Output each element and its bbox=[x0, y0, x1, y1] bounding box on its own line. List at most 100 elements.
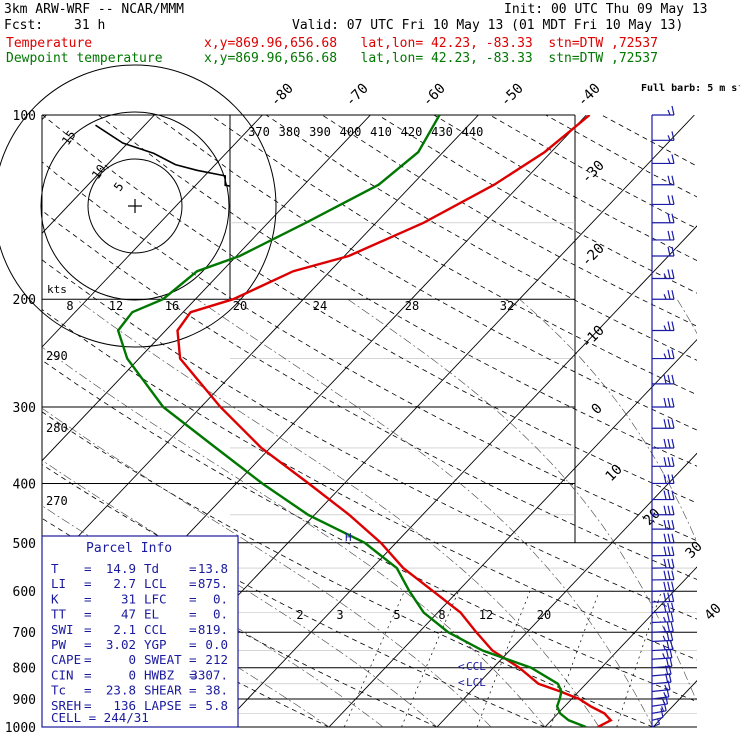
wind-barb bbox=[652, 321, 675, 332]
wind-barb-feather bbox=[656, 718, 661, 725]
wind-barb-feather bbox=[667, 438, 671, 449]
hodograph-ring-label: 10 bbox=[89, 162, 109, 182]
isotherm-line bbox=[220, 225, 697, 727]
mixing-ratio-label: 2 bbox=[296, 608, 303, 622]
mixing-ratio-line bbox=[343, 591, 405, 727]
wind-barb bbox=[651, 558, 675, 569]
parcel-value: 0.0 bbox=[205, 637, 228, 652]
moist-adiabat bbox=[676, 299, 697, 335]
parcel-value: 3307. bbox=[190, 667, 228, 682]
sounding-markers: H < CCL< LCL bbox=[345, 531, 486, 689]
temperature-tick-label: 10 bbox=[603, 462, 626, 485]
wind-barb bbox=[652, 474, 675, 485]
mixing-ratio-line bbox=[401, 591, 459, 727]
wind-barb bbox=[652, 397, 675, 408]
wind-barb-feather bbox=[663, 325, 667, 331]
temperature-tick-label: -20 bbox=[579, 241, 608, 270]
wind-barb bbox=[652, 230, 675, 241]
wind-barb bbox=[651, 581, 675, 592]
wind-barb bbox=[651, 622, 674, 633]
parcel-value: 2.7 bbox=[113, 576, 136, 591]
hodograph-trace-group bbox=[95, 124, 230, 187]
moist-adiabat bbox=[76, 298, 600, 727]
parcel-info-frame bbox=[41, 535, 239, 728]
parcel-label: SWEAT bbox=[144, 652, 182, 667]
wind-barb-shaft bbox=[651, 703, 668, 707]
parcel-label: LI bbox=[51, 576, 66, 591]
theta-e-label: 420 bbox=[401, 125, 423, 139]
wind-barb-feather bbox=[667, 602, 671, 613]
parcel-value: 5.8 bbox=[205, 698, 228, 713]
parcel-value: 13.8 bbox=[198, 561, 228, 576]
wind-barb bbox=[651, 602, 675, 614]
wind-barb-feather bbox=[671, 570, 675, 580]
wind-barb-feather bbox=[663, 592, 667, 602]
wind-barb bbox=[651, 657, 673, 669]
pressure-tick-label: 600 bbox=[13, 585, 36, 600]
wind-barb-feather bbox=[666, 622, 671, 632]
init-time: Init: 00 UTC Thu 09 May 13 bbox=[504, 2, 708, 17]
wind-barb-feather bbox=[667, 246, 671, 257]
wind-barb bbox=[652, 175, 675, 186]
parcel-label: PW bbox=[51, 637, 67, 652]
parcel-label: SWI bbox=[51, 622, 74, 637]
pressure-tick-label: 100 bbox=[13, 109, 36, 124]
wind-barb-feather bbox=[667, 290, 671, 300]
wind-barb-feather bbox=[663, 419, 667, 429]
wind-barb-feather bbox=[663, 294, 667, 300]
mixing-ratio-line bbox=[616, 591, 662, 727]
wind-barb-feather bbox=[667, 419, 671, 429]
wind-barb-feather bbox=[663, 692, 667, 698]
wind-barb bbox=[652, 490, 675, 501]
wind-barb-feather bbox=[671, 558, 675, 568]
wind-barb-feather bbox=[671, 105, 675, 116]
parcel-equals: = bbox=[189, 576, 197, 591]
wind-barb-shaft bbox=[651, 590, 674, 592]
parcel-equals: = bbox=[84, 637, 92, 652]
hodograph-ring bbox=[0, 64, 277, 348]
wind-barb-feather bbox=[661, 706, 665, 712]
parcel-equals: = bbox=[84, 667, 92, 682]
mixing-ratio-label: 3 bbox=[336, 608, 343, 622]
parcel-value: 2.1 bbox=[113, 622, 136, 637]
wind-barb-feather bbox=[671, 457, 675, 467]
wind-barb-feather bbox=[671, 546, 675, 556]
wind-barb-feather bbox=[667, 474, 671, 484]
temperature-tick-label: -50 bbox=[498, 81, 527, 110]
pressure-tick-label: 400 bbox=[13, 477, 36, 492]
wind-barb-shaft bbox=[651, 710, 667, 714]
wind-barb-feather bbox=[667, 520, 671, 530]
parcel-equals: = bbox=[189, 637, 197, 652]
wind-barb bbox=[652, 438, 675, 449]
dry-adiabat bbox=[42, 411, 654, 727]
theta-label: 280 bbox=[46, 421, 68, 435]
hodograph-speed-label: 24 bbox=[313, 299, 327, 313]
wind-barb-feather bbox=[667, 374, 671, 385]
parcel-equals: = bbox=[189, 591, 197, 606]
wind-barb bbox=[651, 708, 664, 721]
parcel-value: 23.8 bbox=[106, 683, 136, 698]
hodograph-kts-label: kts bbox=[47, 283, 67, 296]
temperature-tick-label: -40 bbox=[575, 81, 604, 110]
parcel-label: CAPE bbox=[51, 652, 81, 667]
wind-barb-feather bbox=[664, 684, 668, 691]
parcel-label: EL bbox=[144, 607, 159, 622]
wind-barb-feather bbox=[663, 457, 667, 467]
isotherm-line bbox=[42, 115, 155, 234]
wind-barb-shaft bbox=[651, 696, 669, 700]
mixing-ratio-line bbox=[476, 591, 531, 727]
parcel-label: SREH bbox=[51, 698, 81, 713]
wind-barb bbox=[651, 640, 674, 652]
wind-barb-feather bbox=[667, 269, 671, 279]
forecast-hour: 31 h bbox=[74, 18, 106, 33]
wind-barb bbox=[652, 533, 675, 544]
wind-barb-feather bbox=[667, 592, 671, 602]
wind-barb bbox=[651, 570, 675, 581]
parcel-label: Tc bbox=[51, 683, 66, 698]
wind-barb-feather bbox=[663, 533, 667, 543]
lcl-marker: < bbox=[458, 676, 465, 689]
dewpoint-legend: Dewpoint temperature bbox=[6, 51, 163, 66]
hodograph-speed-label: 20 bbox=[233, 299, 247, 313]
wind-barb-feather bbox=[670, 640, 674, 650]
hodograph-speed-label: 16 bbox=[165, 299, 179, 313]
